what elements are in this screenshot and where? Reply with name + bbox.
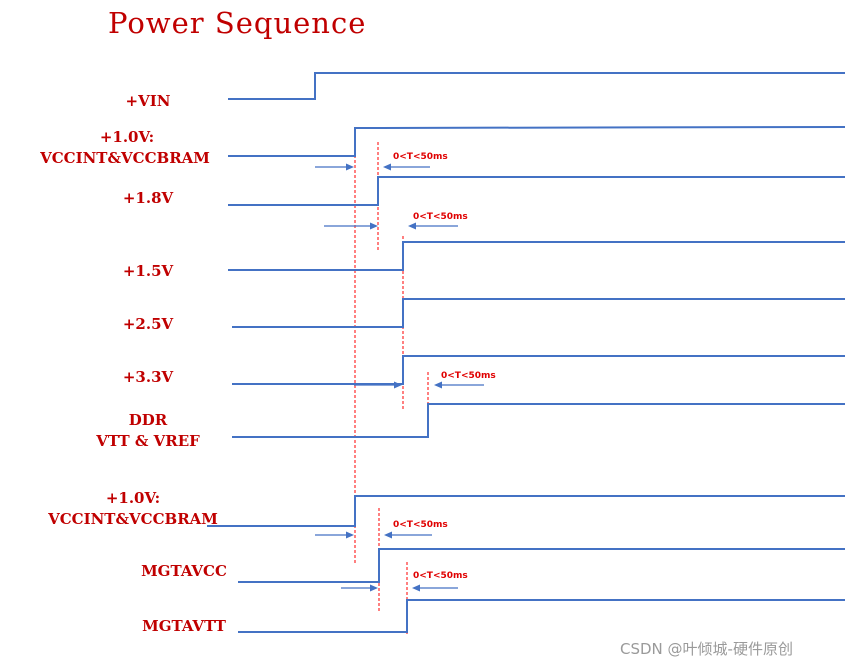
waveform-1v5 <box>228 241 845 271</box>
signal-label-vccint-a-line2: VCCINT&VCCBRAM <box>39 149 210 167</box>
timing-labels: 0<T<50ms 0<T<50ms 0<T<50ms 0<T<50ms 0<T<… <box>393 152 496 581</box>
signal-label-vccint-a-line1: +1.0V: <box>100 128 154 146</box>
timing-label: 0<T<50ms <box>413 571 468 581</box>
timing-arrows <box>315 163 484 592</box>
arrow-right-1 <box>346 163 354 171</box>
arrow-right-4 <box>346 531 354 539</box>
arrow-left-4 <box>384 531 392 539</box>
waveform-ddr <box>232 403 845 438</box>
waveform-1v8 <box>228 176 845 206</box>
signal-label-3v3: +3.3V <box>123 368 174 386</box>
signal-label-vccint-b-line2: VCCINT&VCCBRAM <box>47 510 218 528</box>
signal-label-ddr-line2: VTT & VREF <box>95 432 200 450</box>
arrow-right-3 <box>394 381 402 389</box>
signal-label-vccint-b-line1: +1.0V: <box>106 489 160 507</box>
timing-label: 0<T<50ms <box>441 371 496 381</box>
waveform-mgtavcc <box>238 548 845 583</box>
arrow-right-2 <box>370 222 378 230</box>
timing-label: 0<T<50ms <box>413 212 468 222</box>
arrow-left-3 <box>434 381 442 389</box>
signal-label-1v5: +1.5V <box>123 262 174 280</box>
diagram-title: Power Sequence <box>108 6 366 40</box>
timing-label: 0<T<50ms <box>393 152 448 162</box>
signal-labels: +VIN +1.0V: VCCINT&VCCBRAM +1.8V +1.5V +… <box>39 92 227 635</box>
arrow-left-5 <box>412 584 420 592</box>
signal-label-1v8: +1.8V <box>123 189 174 207</box>
watermark: CSDN @叶倾城-硬件原创 <box>620 640 793 658</box>
signal-label-mgtavcc: MGTAVCC <box>141 562 227 580</box>
waveform-vccint-a <box>228 126 846 157</box>
signal-label-vin: +VIN <box>126 92 171 110</box>
waveform-vccint-b <box>207 495 845 527</box>
waveforms <box>207 72 846 633</box>
arrow-left-1 <box>383 163 391 171</box>
waveform-2v5 <box>232 298 845 328</box>
waveform-vin <box>228 72 845 100</box>
signal-label-ddr-line1: DDR <box>129 411 168 429</box>
signal-label-mgtavtt: MGTAVTT <box>142 617 227 635</box>
waveform-mgtavtt <box>238 599 845 633</box>
timing-label: 0<T<50ms <box>393 520 448 530</box>
arrow-left-2 <box>408 222 416 230</box>
waveform-3v3 <box>232 355 845 385</box>
arrow-right-5 <box>370 584 378 592</box>
signal-label-2v5: +2.5V <box>123 315 174 333</box>
